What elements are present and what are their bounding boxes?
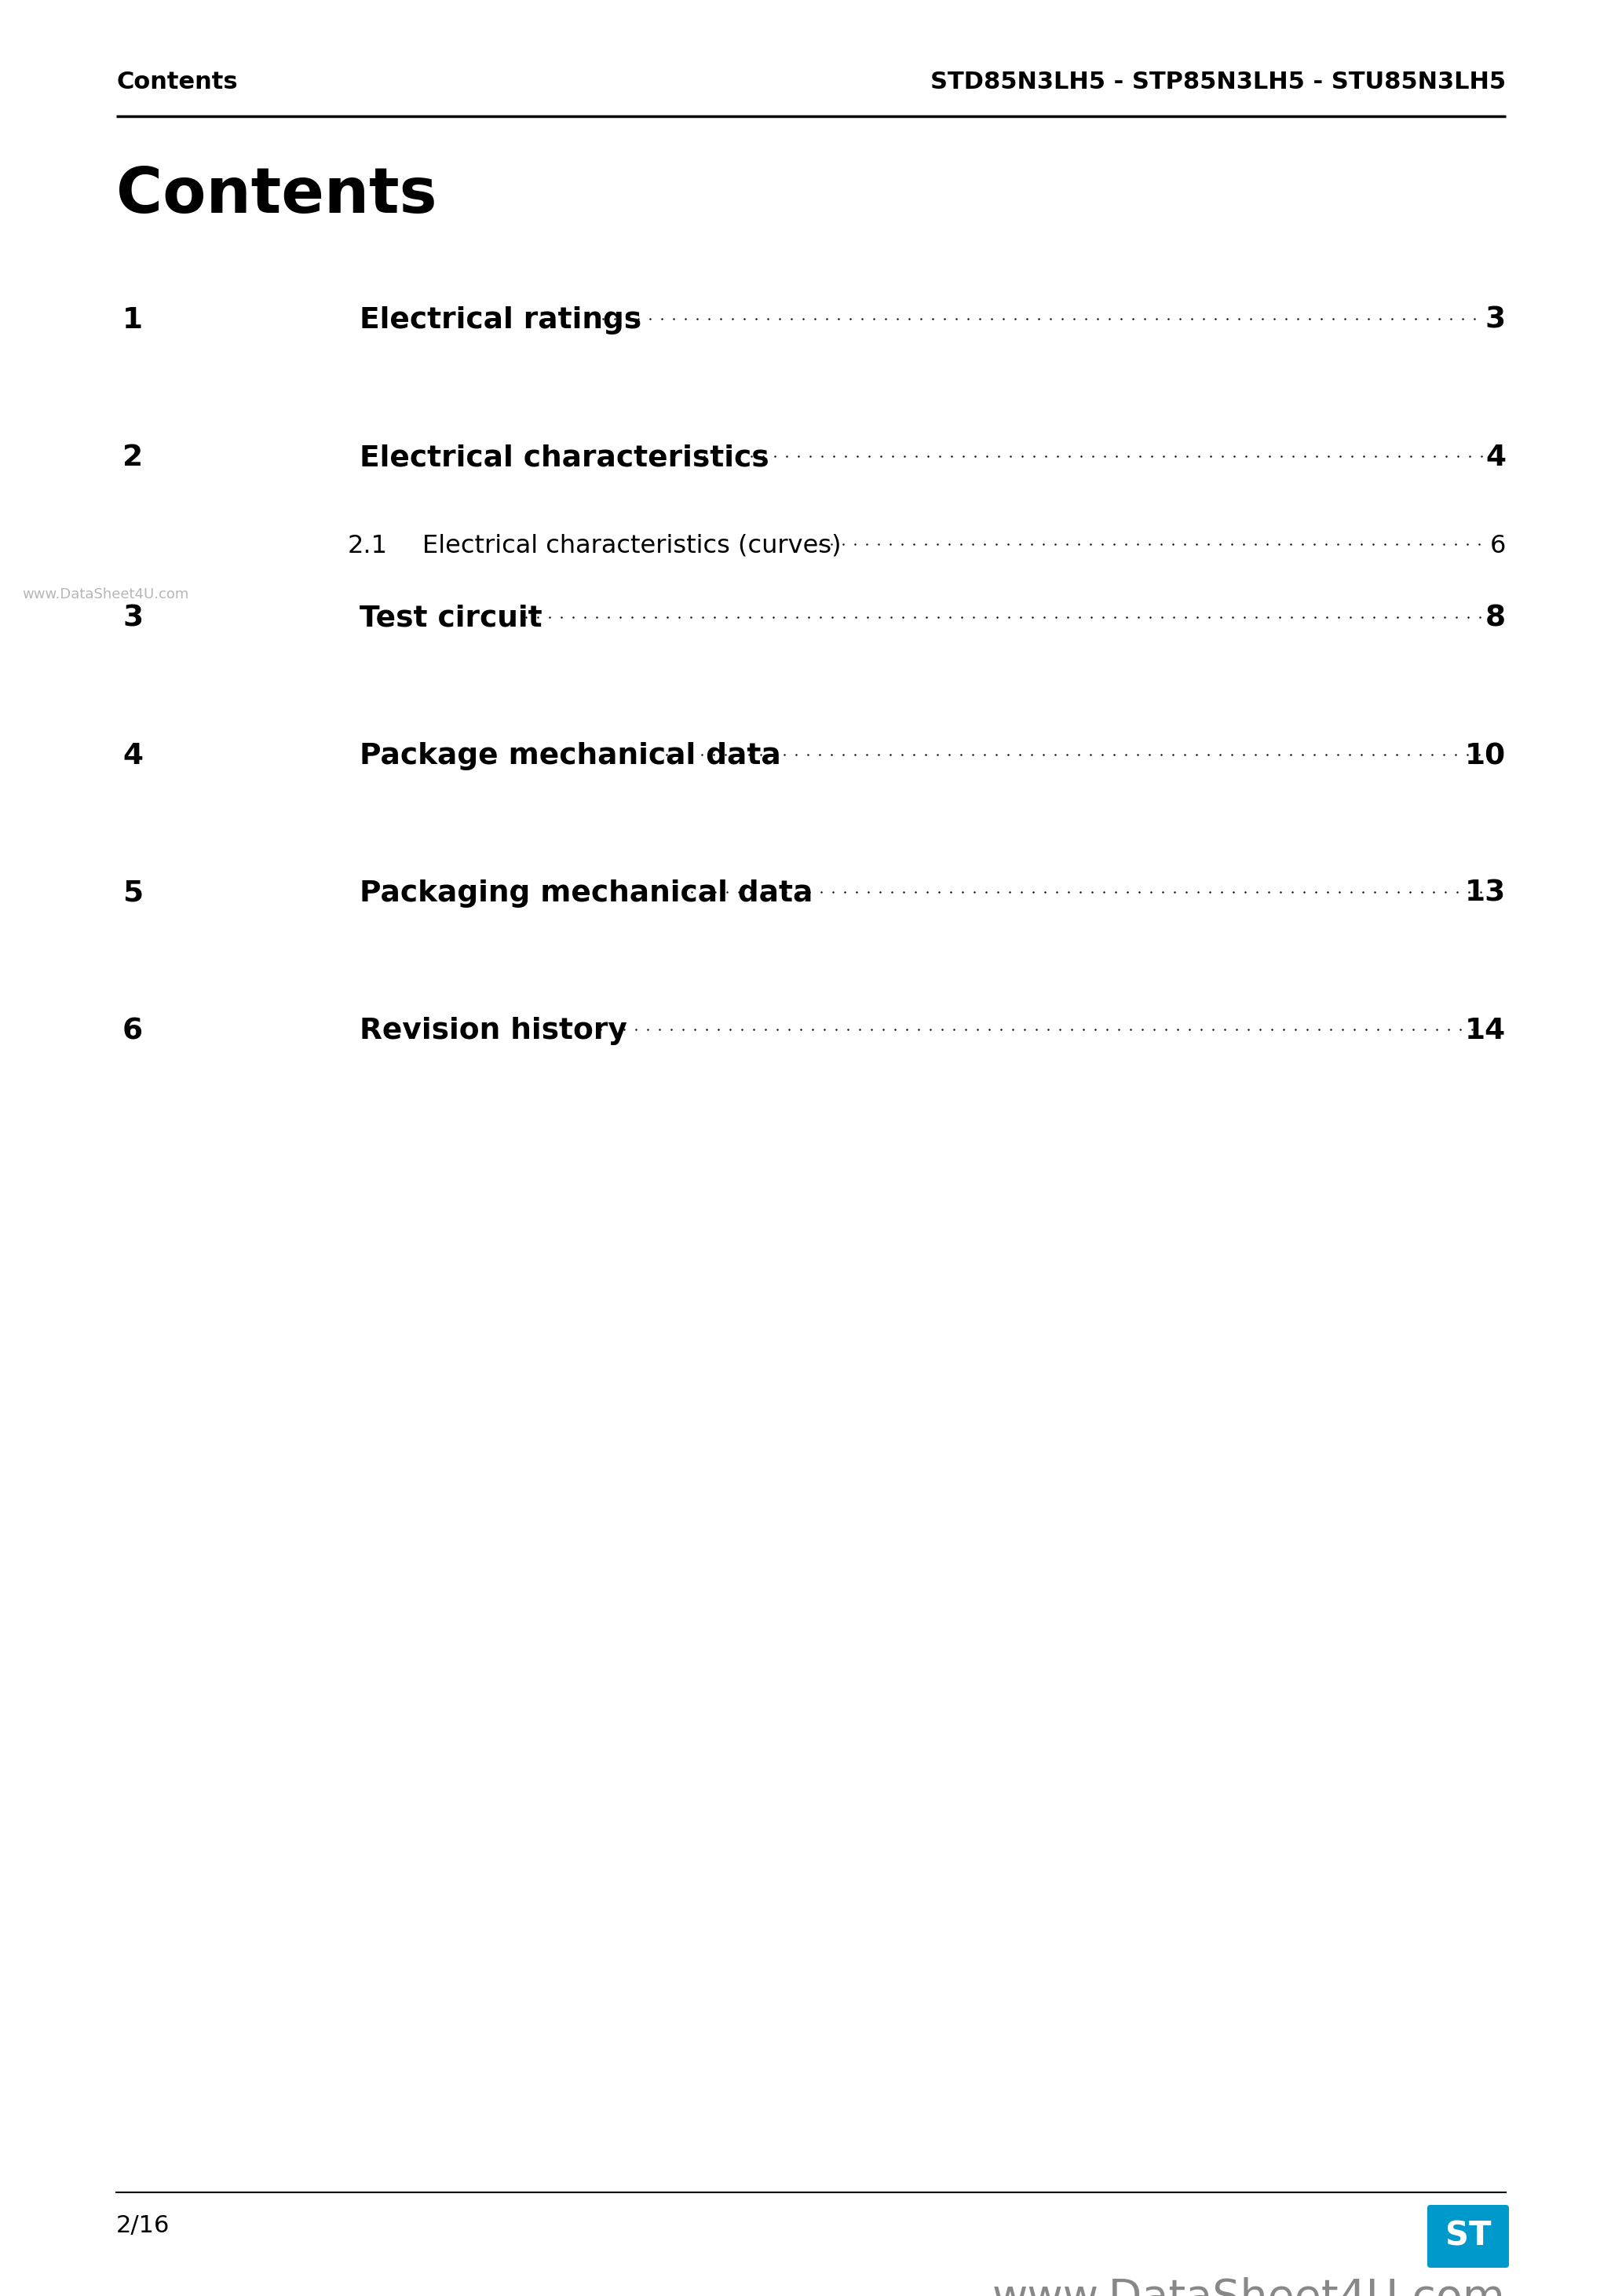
Text: Electrical characteristics (curves): Electrical characteristics (curves) (422, 535, 842, 558)
Text: 2: 2 (123, 443, 143, 473)
Text: 4: 4 (1486, 443, 1505, 473)
Text: Revision history: Revision history (360, 1017, 628, 1045)
Text: Electrical ratings: Electrical ratings (360, 305, 642, 335)
Text: www.DataSheet4U.com: www.DataSheet4U.com (993, 2278, 1505, 2296)
Text: 1: 1 (123, 305, 143, 335)
Text: Package mechanical data: Package mechanical data (360, 742, 780, 769)
Text: Contents: Contents (117, 71, 237, 94)
Text: 5: 5 (123, 879, 143, 907)
Text: ST: ST (1445, 2220, 1491, 2252)
Text: 14: 14 (1465, 1017, 1505, 1045)
Text: Packaging mechanical data: Packaging mechanical data (360, 879, 813, 907)
Text: www.DataSheet4U.com: www.DataSheet4U.com (23, 588, 188, 602)
Text: 6: 6 (1491, 535, 1505, 558)
Text: 2.1: 2.1 (347, 535, 388, 558)
Text: 2/16: 2/16 (117, 2213, 170, 2236)
Text: 6: 6 (123, 1017, 143, 1045)
Text: 4: 4 (123, 742, 143, 769)
Text: STD85N3LH5 - STP85N3LH5 - STU85N3LH5: STD85N3LH5 - STP85N3LH5 - STU85N3LH5 (931, 71, 1505, 94)
Text: 10: 10 (1465, 742, 1505, 769)
Text: 8: 8 (1486, 604, 1505, 634)
Text: 3: 3 (1486, 305, 1505, 335)
Text: 13: 13 (1465, 879, 1505, 907)
Text: Electrical characteristics: Electrical characteristics (360, 443, 769, 473)
FancyBboxPatch shape (1427, 2204, 1508, 2268)
Text: 3: 3 (123, 604, 143, 634)
Text: Contents: Contents (117, 165, 436, 225)
Text: Test circuit: Test circuit (360, 604, 542, 634)
